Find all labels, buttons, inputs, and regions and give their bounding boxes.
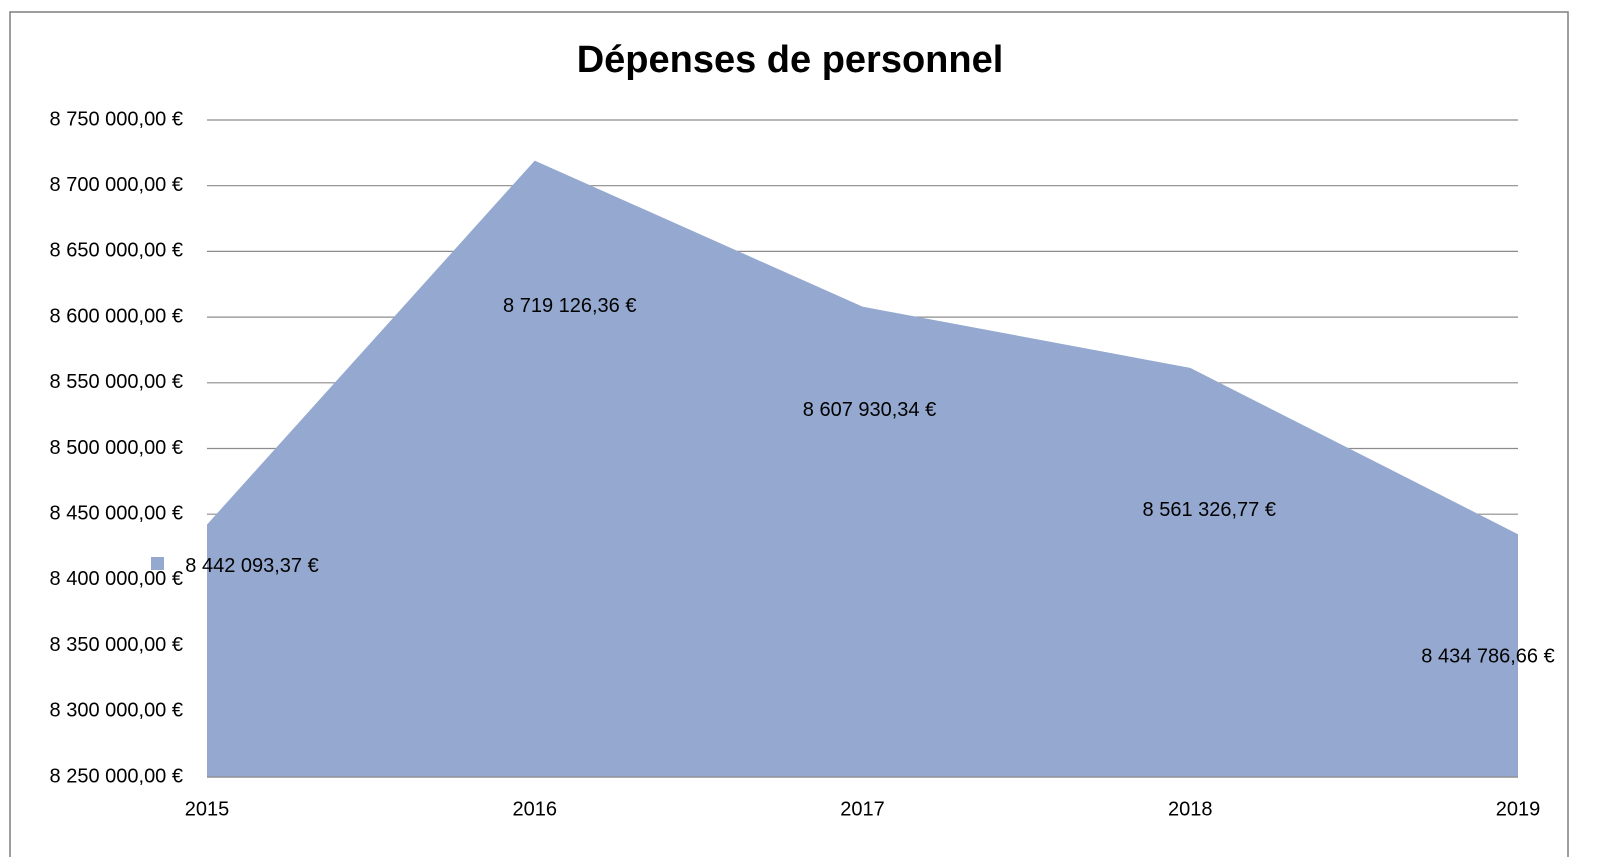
y-tick-label: 8 550 000,00 € <box>50 371 183 393</box>
data-label: 8 607 930,34 € <box>803 399 936 421</box>
chart-title: Dépenses de personnel <box>577 39 1004 81</box>
data-label: 8 719 126,36 € <box>503 295 636 317</box>
legend-marker <box>151 557 164 570</box>
y-tick-label: 8 750 000,00 € <box>50 108 183 130</box>
y-tick-label: 8 300 000,00 € <box>50 700 183 722</box>
x-tick-label: 2015 <box>185 798 230 820</box>
y-tick-label: 8 500 000,00 € <box>50 437 183 459</box>
y-tick-label: 8 400 000,00 € <box>50 568 183 590</box>
y-tick-label: 8 250 000,00 € <box>50 765 183 787</box>
y-tick-label: 8 450 000,00 € <box>50 502 183 524</box>
data-label: 8 442 093,37 € <box>185 555 318 577</box>
data-label: 8 434 786,66 € <box>1421 645 1554 667</box>
data-label: 8 561 326,77 € <box>1143 499 1276 521</box>
x-tick-label: 2018 <box>1168 798 1213 820</box>
y-tick-label: 8 650 000,00 € <box>50 240 183 262</box>
x-tick-label: 2017 <box>840 798 885 820</box>
x-tick-label: 2019 <box>1496 798 1541 820</box>
y-tick-label: 8 350 000,00 € <box>50 634 183 656</box>
y-tick-label: 8 600 000,00 € <box>50 305 183 327</box>
y-tick-label: 8 700 000,00 € <box>50 174 183 196</box>
area <box>207 160 1518 777</box>
x-tick-label: 2016 <box>513 798 558 820</box>
